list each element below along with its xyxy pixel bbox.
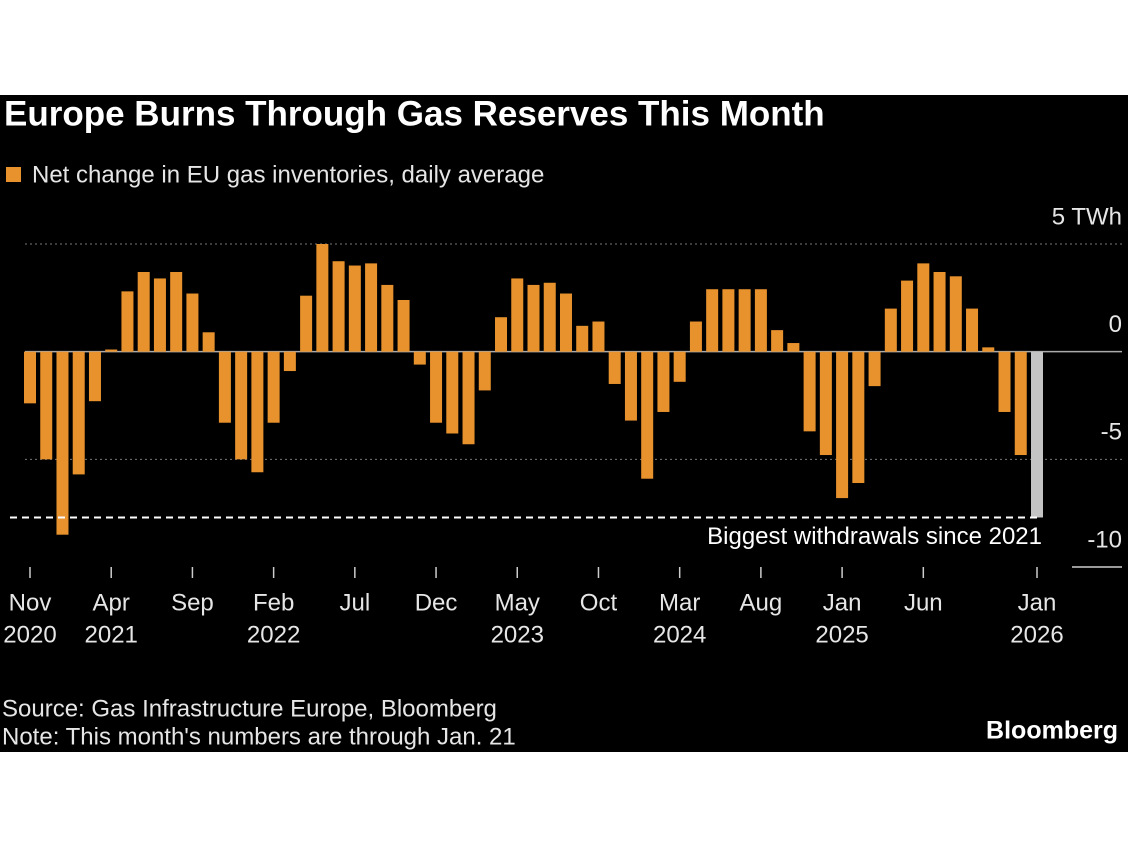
annotation: Biggest withdrawals since 2021 bbox=[707, 523, 1042, 550]
bar bbox=[218, 351, 231, 423]
x-tick-label: Sep bbox=[171, 589, 214, 616]
bar bbox=[527, 284, 540, 352]
x-year-label: 2023 bbox=[491, 621, 544, 648]
legend-swatch bbox=[6, 167, 21, 182]
bar bbox=[1014, 351, 1027, 456]
bar bbox=[657, 351, 670, 412]
x-tick-label: Dec bbox=[415, 589, 458, 616]
x-tick-label: May bbox=[495, 589, 540, 616]
bar bbox=[949, 276, 962, 352]
bar bbox=[559, 293, 572, 352]
bar bbox=[332, 261, 345, 352]
bar bbox=[413, 351, 426, 365]
bar bbox=[803, 351, 816, 432]
bar bbox=[819, 351, 832, 456]
bar bbox=[1031, 351, 1043, 518]
bar bbox=[787, 343, 800, 352]
bar bbox=[24, 351, 36, 404]
bar bbox=[300, 295, 313, 352]
bar bbox=[495, 317, 508, 352]
bar bbox=[982, 347, 995, 352]
bar bbox=[72, 351, 85, 475]
bar bbox=[754, 289, 767, 352]
y-tick-label: -10 bbox=[1087, 526, 1122, 553]
x-year-label: 2026 bbox=[1010, 621, 1063, 648]
bar bbox=[933, 271, 946, 352]
bar bbox=[462, 351, 475, 445]
bar bbox=[56, 351, 69, 535]
bar bbox=[202, 332, 215, 352]
y-tick-label: 0 bbox=[1109, 311, 1122, 338]
bar bbox=[706, 289, 719, 352]
bar bbox=[884, 308, 897, 352]
bar bbox=[430, 351, 443, 423]
bar bbox=[673, 351, 686, 382]
x-year-label: 2020 bbox=[3, 621, 56, 648]
bar bbox=[40, 351, 53, 460]
bar bbox=[251, 351, 264, 473]
bar bbox=[348, 265, 361, 352]
source: Source: Gas Infrastructure Europe, Bloom… bbox=[2, 695, 497, 722]
bar bbox=[88, 351, 101, 402]
x-tick-label: Jul bbox=[339, 589, 370, 616]
x-tick-label: Mar bbox=[659, 589, 700, 616]
bar bbox=[153, 278, 166, 352]
bar bbox=[446, 351, 459, 434]
bar bbox=[170, 271, 183, 352]
bar bbox=[576, 325, 589, 352]
chart-title: Europe Burns Through Gas Reserves This M… bbox=[4, 94, 825, 133]
bar bbox=[917, 263, 930, 352]
bar bbox=[641, 351, 654, 479]
legend-label: Net change in EU gas inventories, daily … bbox=[32, 161, 544, 188]
bar bbox=[316, 244, 329, 352]
bar bbox=[105, 349, 118, 352]
bar bbox=[137, 271, 150, 352]
bar bbox=[397, 299, 410, 352]
bar bbox=[868, 351, 881, 387]
bar bbox=[689, 321, 702, 352]
x-tick-label: Jan bbox=[823, 589, 862, 616]
bar bbox=[592, 321, 605, 352]
x-tick-label: Oct bbox=[580, 589, 618, 616]
bar bbox=[624, 351, 637, 421]
x-year-label: 2025 bbox=[815, 621, 868, 648]
bar bbox=[365, 263, 378, 352]
y-tick-label: -5 bbox=[1101, 419, 1122, 446]
brand: Bloomberg bbox=[986, 717, 1118, 745]
bar bbox=[852, 351, 865, 484]
note: Note: This month's numbers are through J… bbox=[2, 723, 516, 750]
bar bbox=[608, 351, 621, 384]
x-year-label: 2024 bbox=[653, 621, 706, 648]
bar bbox=[267, 351, 280, 423]
panel bbox=[0, 95, 1128, 752]
bar bbox=[738, 289, 751, 352]
bar bbox=[511, 278, 524, 352]
y-tick-label: 5 TWh bbox=[1052, 203, 1122, 230]
bar bbox=[543, 282, 556, 352]
bar bbox=[235, 351, 248, 460]
x-tick-label: Jan bbox=[1018, 589, 1057, 616]
bar bbox=[478, 351, 491, 391]
x-year-label: 2022 bbox=[247, 621, 300, 648]
bar bbox=[186, 293, 199, 352]
bar bbox=[966, 308, 979, 352]
bar bbox=[381, 284, 394, 352]
x-tick-label: Apr bbox=[93, 589, 130, 616]
bar bbox=[283, 351, 296, 372]
bar bbox=[901, 280, 914, 352]
x-tick-label: Feb bbox=[253, 589, 294, 616]
bar bbox=[121, 291, 134, 352]
bar bbox=[722, 289, 735, 352]
bar bbox=[836, 351, 849, 499]
bar bbox=[998, 351, 1011, 412]
x-tick-label: Jun bbox=[904, 589, 943, 616]
x-year-label: 2021 bbox=[85, 621, 138, 648]
x-tick-label: Aug bbox=[740, 589, 783, 616]
bar bbox=[771, 330, 784, 352]
x-tick-label: Nov bbox=[9, 589, 52, 616]
